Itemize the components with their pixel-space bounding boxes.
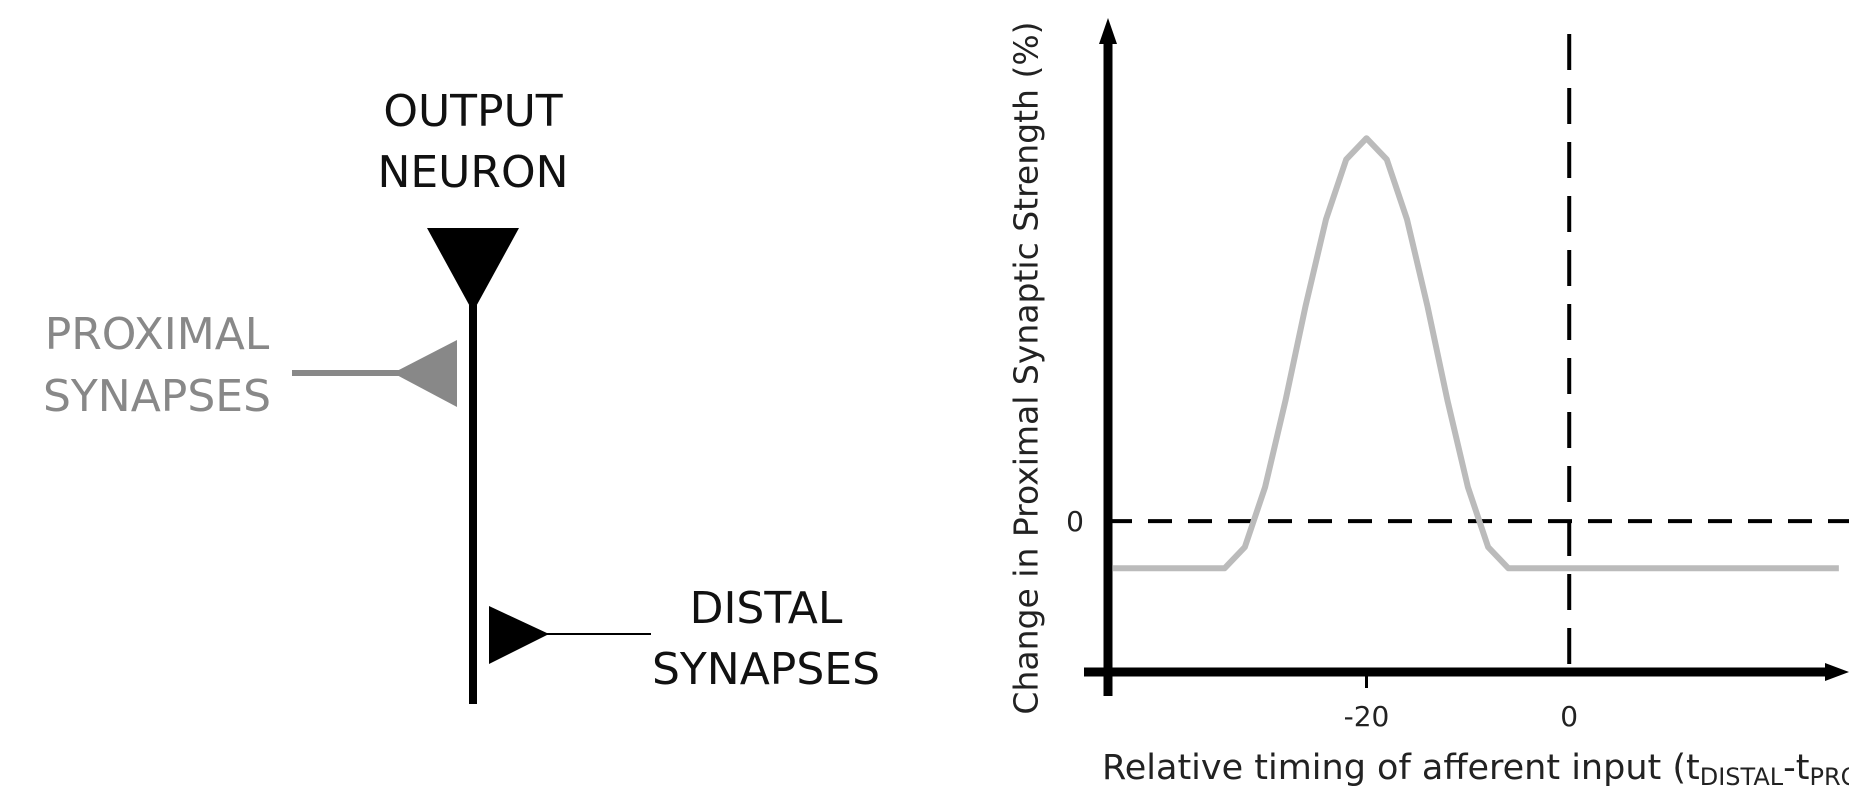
output-label: OUTPUT <box>383 86 562 137</box>
distal-label: SYNAPSES <box>652 644 880 695</box>
neuron-soma <box>427 228 519 312</box>
chart: Change in Proximal Synaptic Strength (%)… <box>1007 18 1849 786</box>
proximal-label: PROXIMAL <box>45 309 270 360</box>
proximal-label: SYNAPSES <box>43 371 271 422</box>
y-tick-label: 0 <box>1066 505 1084 538</box>
x-axis-label: Relative timing of afferent input (tDIST… <box>1102 748 1849 786</box>
distal-label: DISTAL <box>690 583 843 634</box>
x-label-part: Relative timing of afferent input (t <box>1102 748 1700 786</box>
proximal-synapse <box>393 340 457 407</box>
x-label-part: -t <box>1783 748 1809 786</box>
data-line <box>1113 135 1839 572</box>
y-axis-arrow <box>1099 18 1117 44</box>
x-label-sub: PROXIMAL <box>1809 763 1849 786</box>
x-tick-label: 0 <box>1560 700 1578 733</box>
x-tick-label: -20 <box>1344 700 1390 733</box>
x-label-sub: DISTAL <box>1700 763 1784 786</box>
distal-synapse <box>489 606 549 664</box>
x-axis-arrow <box>1825 663 1849 681</box>
output-label: NEURON <box>377 147 568 198</box>
neuron-diagram: OUTPUT NEURON PROXIMAL SYNAPSES DISTAL S… <box>43 86 880 704</box>
y-axis-label: Change in Proximal Synaptic Strength (%) <box>1007 21 1046 714</box>
